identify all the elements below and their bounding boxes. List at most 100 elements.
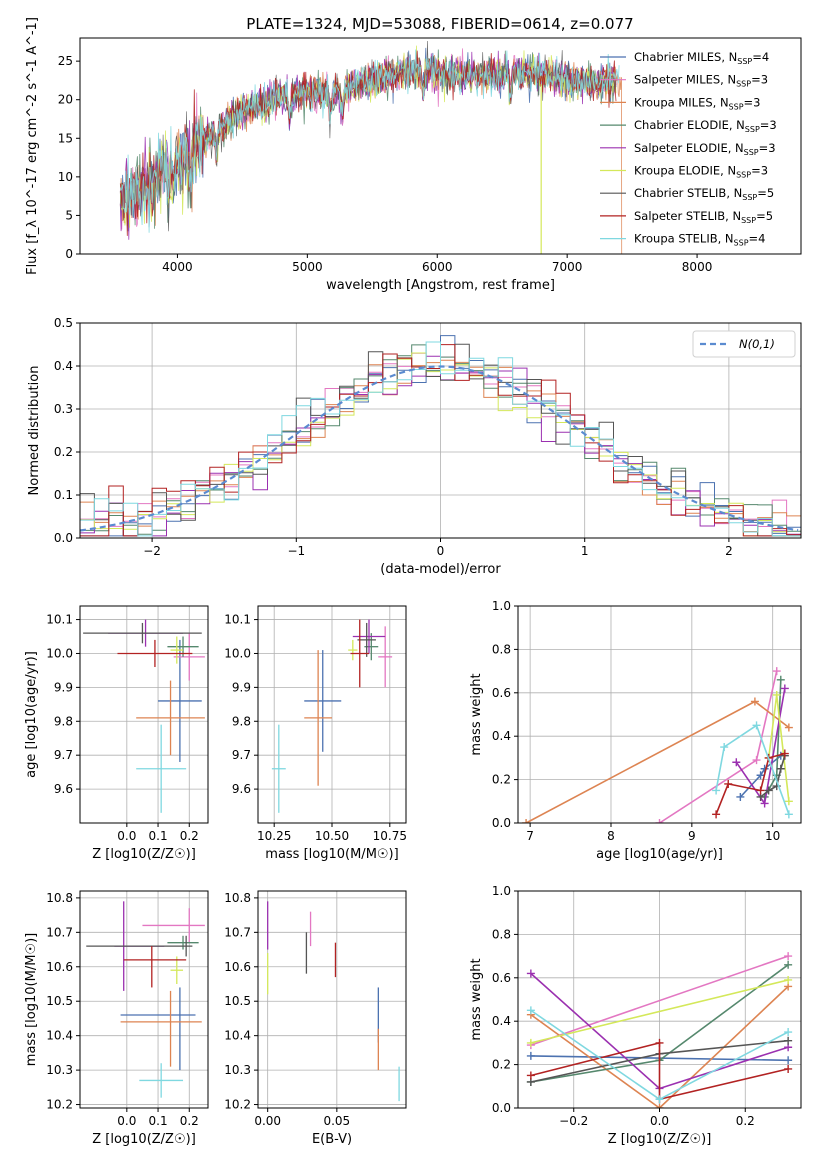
x-tick-label: 10: [765, 829, 780, 843]
y-tick-label: 0.2: [492, 773, 511, 787]
weight-marker: [760, 799, 769, 808]
weight-marker: [712, 810, 721, 819]
spectrum-line: [119, 49, 620, 233]
panel-spectrum: 4000 5000 6000 7000 8000 0 5 10 15 20 25 wavelength…: [25, 17, 802, 293]
legend-entry: Salpeter MILES, NSSP=3: [634, 73, 768, 89]
y-tick-label: 9.9: [54, 680, 73, 694]
y-tick-label: 10.5: [224, 994, 251, 1008]
legend-subscript: SSP: [744, 148, 759, 157]
axes-frame: [257, 890, 407, 1109]
legend-nssp: =3: [751, 164, 768, 178]
x-tick-label: 0.2: [736, 1114, 755, 1128]
legend-entry: Kroupa ELODIE, NSSP=3: [634, 164, 768, 180]
panel-age-vs-Z: 0.0 0.1 0.2 9.6 9.7 9.8 9.9 10.0 10.1 Z [log10(Z/…: [24, 605, 209, 862]
y-tick-label: 9.9: [232, 680, 251, 694]
x-tick-label: 4000: [162, 260, 193, 274]
x-tick-label: 10.75: [373, 829, 407, 843]
y-tick-label: 10.8: [224, 891, 251, 905]
weight-marker: [526, 1051, 535, 1060]
panel-weight-vs-Z: −0.2 0.0 0.2 0.0 0.2 0.4 0.6 0.8 1.0 Z [log10(Z/Z…: [469, 884, 802, 1147]
weight-line: [530, 1041, 789, 1101]
y-tick-label: 10.2: [224, 1098, 251, 1112]
weight-marker: [526, 1071, 535, 1080]
weight-marker: [784, 1036, 793, 1045]
x-tick-label: 0.05: [323, 1114, 350, 1128]
x-tick-label: 0.0: [650, 1114, 669, 1128]
y-tick-label: 10: [58, 170, 73, 184]
weight-line: [525, 700, 790, 823]
legend-nssp: =4: [752, 50, 769, 64]
legend-box: [692, 330, 796, 358]
legend-subscript: SSP: [742, 193, 757, 202]
weight-marker: [526, 969, 535, 978]
y-tick-label: 0.4: [54, 359, 73, 373]
plot-area: [526, 952, 793, 1108]
plot-area: [271, 619, 393, 813]
y-axis-label: mass weight: [469, 958, 484, 1040]
weight-marker: [784, 723, 793, 732]
legend-entry: Kroupa MILES, NSSP=3: [634, 95, 760, 111]
weight-marker: [724, 779, 733, 788]
y-tick-label: 10.8: [46, 891, 73, 905]
weight-marker: [776, 764, 785, 773]
panel-weight-vs-age: 7 8 9 10 0.0 0.2 0.4 0.6 0.8 1.0 age [log10(age/yr…: [469, 599, 802, 862]
y-tick-label: 25: [58, 54, 73, 68]
x-axis-label: Z [log10(Z/Z☉)]: [92, 847, 196, 862]
weight-marker: [526, 1006, 535, 1015]
y-tick-label: 10.1: [224, 613, 251, 627]
y-tick-label: 10.0: [224, 646, 251, 660]
weight-marker: [752, 721, 761, 730]
y-tick-label: 9.6: [232, 782, 251, 796]
plot-area: [83, 619, 205, 813]
weight-marker: [780, 684, 789, 693]
weight-marker: [780, 749, 789, 758]
y-tick-label: 0.2: [492, 1058, 511, 1072]
panel-mass-vs-Z: 0.0 0.1 0.2 10.2 10.3 10.4 10.5 10.6 10.7 10.8 Z […: [24, 890, 209, 1147]
panel-mass-vs-EBV: 0.00 0.05 10.2 10.3 10.4 10.5 10.6 10.7 10.8 E(B-…: [224, 890, 407, 1147]
y-tick-label: 0.4: [492, 729, 511, 743]
x-tick-label: 8000: [682, 260, 713, 274]
weight-marker: [732, 758, 741, 767]
legend-subscript: SSP: [741, 216, 756, 225]
y-tick-label: 0.2: [54, 445, 73, 459]
y-tick-label: 0.6: [492, 686, 511, 700]
legend-entry: Salpeter ELODIE, NSSP=3: [634, 141, 776, 157]
x-axis-label: E(B-V): [312, 1132, 352, 1147]
y-tick-label: 1.0: [492, 599, 511, 613]
x-tick-label: 9: [688, 829, 696, 843]
weight-line: [739, 755, 782, 798]
y-axis-label: mass [log10(M/M☉)]: [24, 933, 39, 1066]
weight-marker: [655, 1038, 664, 1047]
weight-line: [659, 670, 778, 823]
weight-marker: [720, 743, 729, 752]
y-tick-label: 10.6: [46, 960, 73, 974]
x-axis-label: mass [log10(M/M☉)]: [265, 847, 398, 862]
legend-nssp: =4: [749, 232, 766, 246]
legend-nssp: =3: [744, 95, 761, 109]
legend-entry: Chabrier ELODIE, NSSP=3: [634, 118, 777, 134]
x-tick-label: 2: [725, 544, 733, 558]
x-tick-label: 0.1: [149, 829, 168, 843]
legend-nssp: =5: [756, 209, 773, 223]
axes-frame: [79, 605, 209, 824]
x-tick-label: 6000: [422, 260, 453, 274]
weight-marker: [736, 792, 745, 801]
x-axis-label: (data-model)/error: [380, 562, 501, 577]
x-tick-label: 0.1: [149, 1114, 168, 1128]
y-tick-label: 10.7: [46, 925, 73, 939]
histogram-step: [80, 341, 801, 538]
y-axis-label: Normed distribution: [27, 366, 42, 496]
plot-area: [267, 901, 400, 1102]
legend-subscript: SSP: [729, 102, 744, 111]
weight-marker: [784, 975, 793, 984]
weight-marker: [750, 697, 759, 706]
weight-marker: [772, 667, 781, 676]
axes-frame: [517, 890, 802, 1109]
y-tick-label: 0.4: [492, 1014, 511, 1028]
weight-marker: [784, 1056, 793, 1065]
y-tick-label: 0.3: [54, 402, 73, 416]
legend-nssp: =5: [757, 186, 774, 200]
y-tick-label: 0.0: [492, 1101, 511, 1115]
figure-title: PLATE=1324, MJD=53088, FIBERID=0614, z=0…: [246, 15, 633, 33]
